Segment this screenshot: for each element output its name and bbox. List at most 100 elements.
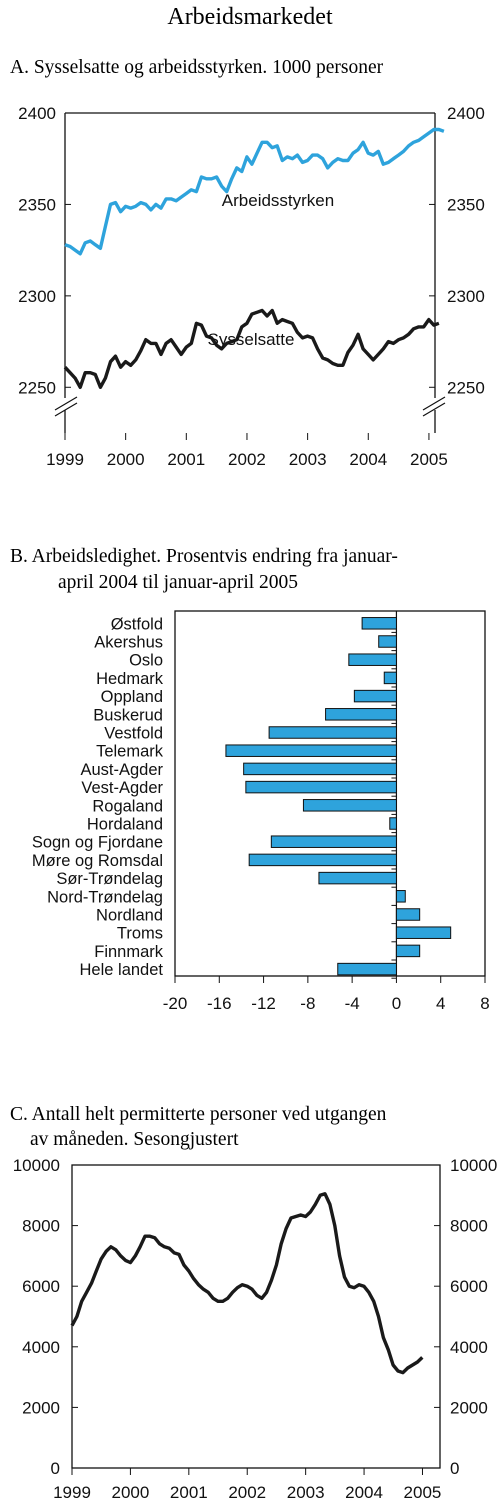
y-tick-label-right: 8000 (450, 1217, 488, 1236)
category-label: Sør-Trøndelag (56, 870, 163, 888)
category-label: Hele landet (80, 961, 164, 979)
bar (248, 853, 397, 867)
y-tick-label-right: 2000 (450, 1398, 488, 1417)
x-tick-label: 2002 (228, 1483, 266, 1502)
bar (348, 653, 397, 666)
y-tick-label-right: 2300 (447, 287, 485, 306)
x-tick-label: 2001 (170, 1483, 208, 1502)
bar (378, 635, 397, 648)
category-label: Rogaland (92, 797, 163, 815)
y-tick-label-left: 2250 (18, 378, 56, 397)
x-tick-label: -16 (207, 994, 232, 1013)
category-label: Oppland (101, 688, 163, 706)
x-tick-label: 4 (436, 994, 445, 1013)
page-title: Arbeidsmarkedet (167, 4, 333, 30)
x-tick-label: 1999 (53, 1483, 91, 1502)
plot-frame (174, 610, 486, 977)
plot-frame (71, 1164, 441, 1469)
bar (361, 617, 397, 630)
y-tick-label-left: 6000 (22, 1277, 60, 1296)
category-label: Akershus (94, 634, 163, 652)
category-label: Finnmark (94, 943, 164, 961)
x-tick-label: 2004 (345, 1483, 383, 1502)
axis-break-mark-right-1 (422, 396, 446, 411)
axis-break-mark-left-2 (54, 402, 78, 417)
bar (245, 780, 397, 794)
axis-break-mark-right-2 (422, 402, 446, 417)
bar (337, 962, 397, 976)
chart-b-title-line-1: B. Arbeidsledighet. Prosentvis endring f… (10, 546, 398, 567)
x-tick-label: 2004 (349, 450, 387, 469)
y-tick-label-left: 2350 (18, 195, 56, 214)
chart-c-title-line-2: av måneden. Sesongjustert (30, 1129, 239, 1150)
x-tick-label: 2005 (410, 450, 448, 469)
y-tick-label-right: 2350 (447, 195, 485, 214)
bar (383, 671, 397, 685)
bar (270, 835, 397, 848)
bar (243, 762, 397, 776)
y-tick-label-right: 2250 (447, 378, 485, 397)
chart-a: 2250 2250 2300 2300 2350 2350 2400 2400 1999 2000… (18, 104, 485, 469)
x-tick-label: 1999 (46, 450, 84, 469)
category-label: Hordaland (87, 816, 163, 834)
axis-break-mark-left-1 (54, 396, 78, 411)
arbeidsstyrken-line (64, 127, 445, 256)
chart-c-title-line-1: C. Antall helt permitterte personer ved … (10, 1104, 387, 1125)
category-label: Nord-Trøndelag (47, 888, 163, 906)
y-tick-label-right: 0 (450, 1459, 459, 1478)
category-label: Møre og Romsdal (32, 852, 163, 870)
bar (225, 744, 397, 757)
x-tick-label: -12 (251, 994, 276, 1013)
bar (395, 890, 406, 903)
x-tick-label: -4 (345, 994, 360, 1013)
category-label: Buskerud (93, 706, 163, 724)
category-label: Oslo (129, 652, 163, 670)
bar (353, 689, 397, 703)
category-label: Østfold (111, 615, 163, 633)
bar (395, 908, 421, 921)
y-tick-label-right: 4000 (450, 1338, 488, 1357)
permitterte-line (70, 1192, 424, 1375)
y-tick-label-left: 4000 (22, 1338, 60, 1357)
sysselsatte-line (63, 308, 440, 389)
x-tick-label: 2003 (287, 1483, 325, 1502)
x-tick-label: 2003 (289, 450, 327, 469)
y-tick-label-left: 8000 (22, 1217, 60, 1236)
y-tick-label-left: 10000 (13, 1156, 60, 1175)
x-tick-label: 8 (480, 994, 489, 1013)
y-tick-label-left: 0 (51, 1459, 60, 1478)
bar (325, 708, 397, 721)
category-label: Vest-Agder (81, 779, 163, 797)
x-tick-label: -20 (163, 994, 188, 1013)
y-tick-label-right: 10000 (450, 1156, 497, 1175)
category-label: Hedmark (96, 670, 164, 688)
category-label: Aust-Agder (80, 761, 163, 779)
x-tick-label: 2000 (111, 1483, 149, 1502)
y-tick-label-left: 2300 (18, 287, 56, 306)
category-label: Vestfold (104, 725, 163, 743)
bar (302, 799, 397, 812)
bar (389, 817, 397, 830)
bar (318, 871, 397, 885)
x-tick-label: 0 (392, 994, 401, 1013)
x-tick-label: 2005 (404, 1483, 442, 1502)
x-tick-label: 2000 (107, 450, 145, 469)
category-label: Nordland (96, 907, 163, 925)
series-label-sysselsatte: Sysselsatte (208, 330, 295, 349)
bar (395, 944, 421, 958)
y-tick-label-left: 2400 (18, 104, 56, 123)
chart-b: ØstfoldAkershusOsloHedmarkOpplandBuskeru… (32, 610, 490, 1013)
chart-c: 0 0 2000 2000 4000 4000 6000 6000 8000 8000 10000 1… (13, 1156, 498, 1502)
bar (395, 926, 452, 939)
chart-a-title: A. Sysselsatte og arbeidsstyrken. 1000 p… (10, 57, 384, 78)
y-tick-label-right: 6000 (450, 1277, 488, 1296)
x-tick-label: 2001 (167, 450, 205, 469)
x-tick-label: -8 (300, 994, 315, 1013)
category-label: Telemark (96, 743, 164, 761)
x-tick-label: 2002 (228, 450, 266, 469)
y-tick-label-left: 2000 (22, 1398, 60, 1417)
category-label: Troms (117, 925, 163, 943)
series-label-arbeidsstyrken: Arbeidsstyrken (222, 191, 334, 210)
chart-b-title-line-2: april 2004 til januar-april 2005 (58, 572, 299, 593)
y-tick-label-right: 2400 (447, 104, 485, 123)
